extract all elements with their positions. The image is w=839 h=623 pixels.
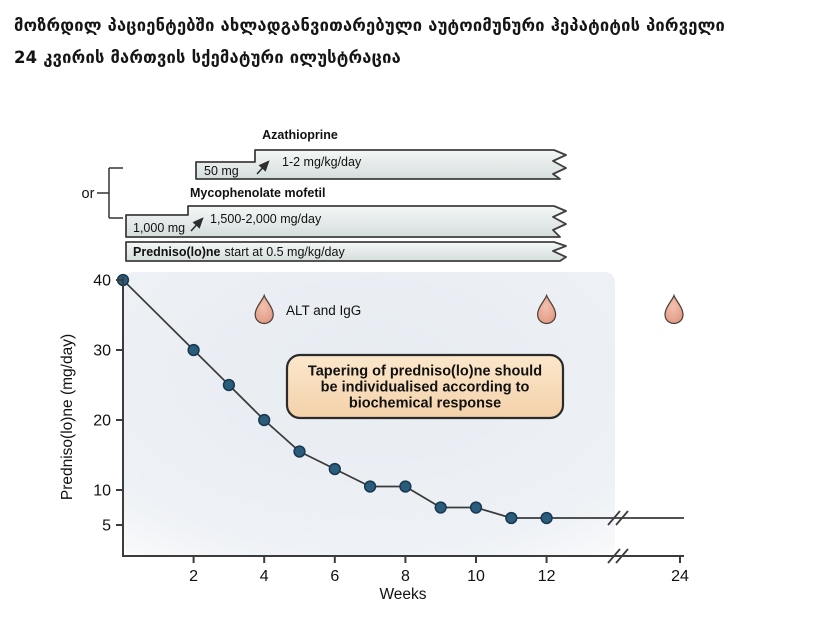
data-point [293,445,306,458]
data-point [363,480,377,493]
or-bracket [97,167,123,219]
data-point [222,378,236,392]
axis-break-icon [607,548,621,564]
x-axis-title: Weeks [379,586,426,603]
data-point [540,511,553,525]
axis-break-icon [607,510,621,526]
x-tick-label: 6 [330,568,339,585]
data-point [187,343,200,357]
x-tick-label: 2 [189,568,198,585]
blood-drop-icon [254,293,274,325]
axis-break-icon [615,548,629,564]
y-tick-label: 40 [93,273,111,290]
figure-title: მოზრდილ პაციენტებში ახლადგანვითარებული ა… [14,10,725,74]
y-tick-label: 30 [93,343,111,360]
mycophenolate-start-dose: 1,000 mg [133,221,185,235]
blood-test-drops-group [254,293,684,325]
drug-bars-group: Azathioprine 50 mg 1-2 mg/kg/day or Myco… [82,128,567,262]
title-line-2: 24 კვირის მართვის სქემატური ილუსტრაცია [14,48,401,67]
title-line-1: მოზრდილ პაციენტებში ახლადგანვითარებული ა… [14,16,725,35]
y-tick-label: 5 [102,518,111,535]
data-point [505,511,518,525]
mycophenolate-label: Mycophenolate mofetil [190,186,325,200]
or-label: or [82,186,95,202]
chart-dynamic-layer [116,273,684,525]
azathioprine-bar [195,149,567,180]
monitoring-label: ALT and IgG [286,303,361,318]
azathioprine-label: Azathioprine [262,128,338,142]
y-axis-title: Predniso(lo)ne (mg/day) [59,334,76,500]
x-tick-label: 4 [260,568,269,585]
axes [122,277,684,557]
data-point [399,480,412,493]
x-tick-label: 10 [467,568,485,585]
callout-line-1: Tapering of predniso(lo)ne should [308,364,542,380]
y-tick-label: 20 [93,413,111,430]
x-tick-label: 12 [538,568,556,585]
mycophenolate-maintenance-dose: 1,500-2,000 mg/day [210,212,322,226]
callout-line-2: be individualised according to [321,380,530,396]
axis-break-icon [615,510,629,526]
blood-drop-icon [664,293,684,325]
y-tick-label: 10 [93,483,111,500]
x-tick-label: 8 [401,568,410,585]
data-point [434,501,447,514]
tapering-callout-box [285,353,565,420]
x-tick-label: 24 [671,568,689,585]
azathioprine-start-dose: 50 mg [204,164,239,178]
data-point [258,413,271,427]
data-point [328,462,341,476]
blood-drop-icon [536,293,557,325]
prednisolone-bar [125,241,567,262]
azathioprine-maintenance-dose: 1-2 mg/kg/day [282,155,362,169]
dose-increase-arrow-icon [256,160,270,175]
callout-line-3: biochemical response [349,396,501,412]
dose-increase-arrow-icon [190,217,204,232]
data-point [469,501,483,514]
mycophenolate-bar [125,205,567,238]
prednisolone-bar-label: Predniso(lo)ne start at 0.5 mg/kg/day [133,245,345,259]
